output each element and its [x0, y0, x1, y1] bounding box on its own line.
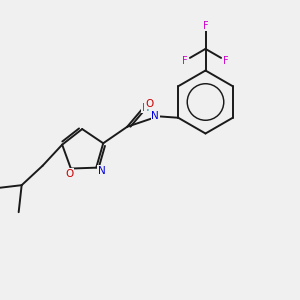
Text: F: F	[223, 56, 229, 66]
Text: F: F	[203, 20, 208, 31]
Text: N: N	[151, 111, 159, 121]
Text: N: N	[98, 166, 106, 176]
Text: O: O	[145, 99, 153, 109]
Text: O: O	[65, 169, 74, 179]
Text: F: F	[182, 56, 188, 66]
Text: H: H	[142, 103, 149, 113]
